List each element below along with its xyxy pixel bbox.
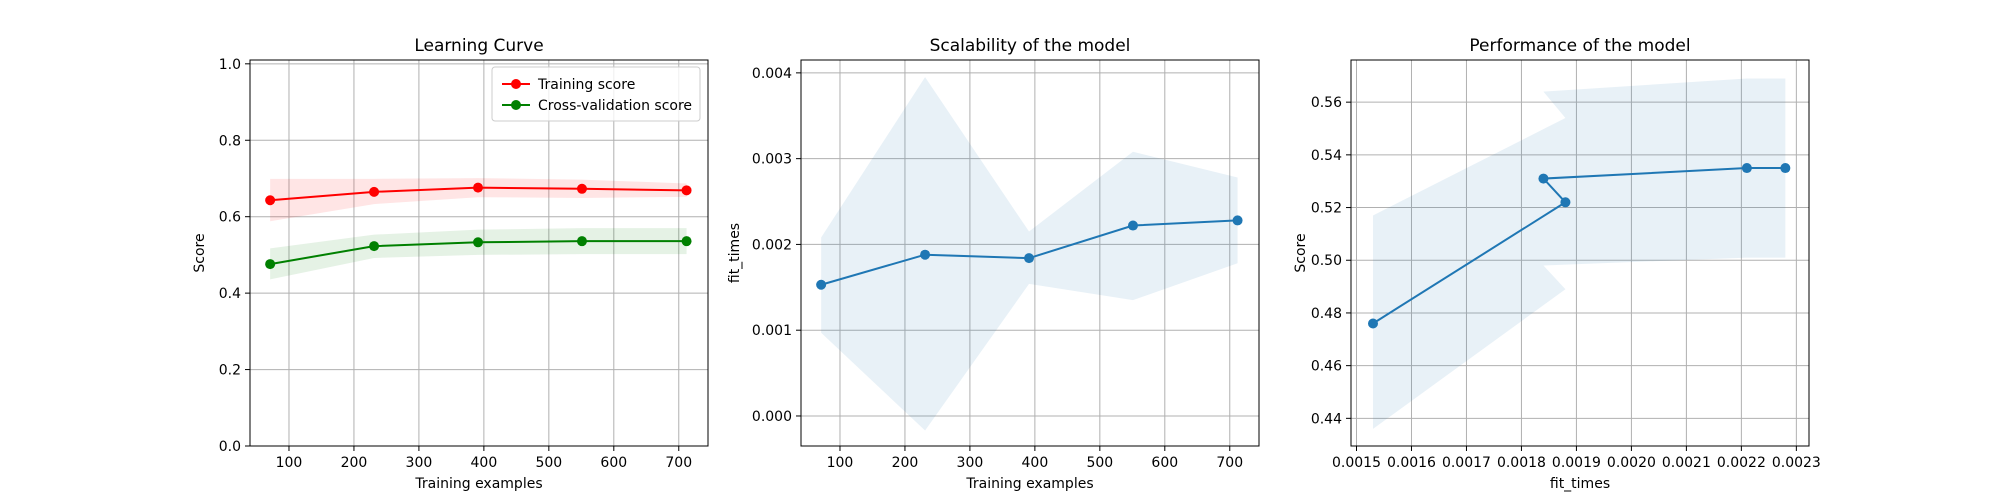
- learning-curve-ytick-label-5: 1.0: [219, 57, 241, 73]
- learning-curve-ylabel: Score: [192, 233, 208, 272]
- learning-curve-point-0-0: [265, 195, 276, 206]
- performance-point-0-3: [1741, 163, 1752, 174]
- scalability-ytick-label-4: 0.004: [752, 66, 792, 82]
- learning-curve-xtick-label-0: 100: [276, 455, 303, 471]
- learning-curve-xtick-label-6: 700: [665, 455, 692, 471]
- performance-grid: [1351, 60, 1809, 446]
- performance-xtick-label-8: 0.0023: [1772, 455, 1821, 471]
- learning-curve-ytick-label-3: 0.6: [219, 210, 241, 226]
- legend-frame: [491, 66, 701, 122]
- learning-curve-point-0-1: [369, 186, 380, 197]
- performance-bands: [1372, 78, 1786, 429]
- scalability-xlabel: Training examples: [965, 476, 1093, 492]
- performance-xtick-label-5: 0.0020: [1607, 455, 1656, 471]
- performance-point-0-4: [1780, 163, 1791, 174]
- performance-xtick-label-0: 0.0015: [1332, 455, 1381, 471]
- scalability-xtick-label-5: 600: [1151, 455, 1178, 471]
- scalability-xtick-label-0: 100: [827, 455, 854, 471]
- performance-title: Performance of the model: [1469, 36, 1690, 56]
- performance-xtick-label-4: 0.0019: [1552, 455, 1601, 471]
- scalability-ylabel: fit_times: [727, 223, 743, 283]
- legend-marker-1: [511, 100, 521, 110]
- performance-lines: [1367, 163, 1791, 329]
- learning-curve-ytick-label-4: 0.8: [219, 133, 241, 149]
- learning-curve-point-1-3: [576, 236, 587, 247]
- performance-band-0: [1372, 78, 1786, 429]
- legend-marker-0: [511, 79, 521, 89]
- performance-ytick-label-1: 0.46: [1311, 359, 1342, 375]
- legend-label-training: Training score: [537, 77, 635, 93]
- learning-curve-xtick-label-4: 500: [535, 455, 562, 471]
- scalability-point-0-1: [920, 249, 931, 260]
- learning-curve-legend: Training score Cross-validation score: [491, 66, 701, 122]
- scalability-point-0-2: [1024, 253, 1035, 264]
- scalability-ytick-label-3: 0.003: [752, 152, 792, 168]
- learning-curve-panel: Learning Curve Training examples Score 1…: [192, 36, 709, 492]
- performance-point-0-1: [1560, 197, 1571, 208]
- learning-curve-point-0-4: [681, 185, 692, 196]
- scalability-lines: [816, 215, 1243, 290]
- scalability-xtick-label-1: 200: [892, 455, 919, 471]
- scalability-xtick-label-3: 400: [1022, 455, 1049, 471]
- scalability-xtick-label-4: 500: [1086, 455, 1113, 471]
- learning-curve-xtick-label-5: 600: [600, 455, 627, 471]
- legend-entry-training: Training score: [502, 77, 635, 93]
- learning-curve-ytick-label-1: 0.2: [219, 363, 241, 379]
- scalability-ticks: 100 200 300 400 500 600 700 0.000 0.001 0.002 0.00…: [752, 66, 1243, 471]
- scalability-point-0-4: [1232, 215, 1243, 226]
- scalability-title: Scalability of the model: [930, 36, 1131, 56]
- learning-curve-point-1-1: [369, 241, 380, 252]
- performance-xtick-label-6: 0.0021: [1662, 455, 1711, 471]
- performance-ylabel: Score: [1293, 233, 1309, 272]
- performance-panel: Performance of the model fit_times Score…: [1293, 36, 1821, 492]
- performance-ticks: 0.0015 0.0016 0.0017 0.0018 0.0019 0.0020 0.00…: [1311, 95, 1821, 471]
- scalability-xtick-label-6: 700: [1216, 455, 1243, 471]
- scalability-frame: [800, 59, 1260, 447]
- performance-xlabel: fit_times: [1550, 476, 1610, 492]
- performance-ytick-label-2: 0.48: [1311, 306, 1342, 322]
- performance-frame: [1350, 59, 1810, 447]
- learning-curve-xlabel: Training examples: [414, 476, 542, 492]
- performance-xtick-label-7: 0.0022: [1717, 455, 1766, 471]
- learning-curve-xtick-label-2: 300: [406, 455, 433, 471]
- legend-label-cross-validation: Cross-validation score: [538, 98, 692, 114]
- performance-ytick-label-3: 0.50: [1311, 253, 1342, 269]
- legend-entry-cross-validation: Cross-validation score: [502, 98, 692, 114]
- learning-curve-ytick-label-0: 0.0: [219, 439, 241, 455]
- performance-ytick-label-4: 0.52: [1311, 201, 1342, 217]
- learning-curve-title: Learning Curve: [414, 36, 543, 56]
- learning-curve-point-0-2: [473, 182, 484, 193]
- performance-ytick-label-6: 0.56: [1311, 95, 1342, 111]
- learning-curve-ticks: 100 200 300 400 500 600 700 0.0 0.2 0.4 0.6 0.8 1.0: [219, 57, 692, 471]
- performance-ytick-label-0: 0.44: [1311, 411, 1342, 427]
- learning-curve-point-0-3: [576, 183, 587, 194]
- performance-point-0-0: [1367, 318, 1378, 329]
- learning-curve-point-1-0: [265, 259, 276, 270]
- performance-point-0-2: [1538, 173, 1549, 184]
- learning-curve-point-1-4: [681, 236, 692, 247]
- scalability-point-0-3: [1127, 220, 1138, 231]
- scalability-ytick-label-1: 0.001: [752, 323, 792, 339]
- scalability-grid: [801, 60, 1259, 446]
- learning-curve-xtick-label-1: 200: [341, 455, 368, 471]
- scalability-panel: Scalability of the model Training exampl…: [727, 36, 1260, 492]
- scalability-ytick-label-2: 0.002: [752, 237, 792, 253]
- learning-curve-frame: [249, 59, 709, 447]
- scalability-xtick-label-2: 300: [957, 455, 984, 471]
- learning-curve-xtick-label-3: 400: [471, 455, 498, 471]
- scalability-point-0-0: [816, 279, 827, 290]
- learning-curve-ytick-label-2: 0.4: [219, 286, 241, 302]
- performance-xtick-label-3: 0.0018: [1497, 455, 1546, 471]
- learning-curve-point-1-2: [473, 237, 484, 248]
- performance-xtick-label-1: 0.0016: [1387, 455, 1436, 471]
- performance-xtick-label-2: 0.0017: [1442, 455, 1491, 471]
- scalability-ytick-label-0: 0.000: [752, 409, 792, 425]
- learning-curve-lines: [265, 182, 692, 270]
- performance-ytick-label-5: 0.54: [1311, 148, 1342, 164]
- learning-curve-grid: [250, 60, 708, 447]
